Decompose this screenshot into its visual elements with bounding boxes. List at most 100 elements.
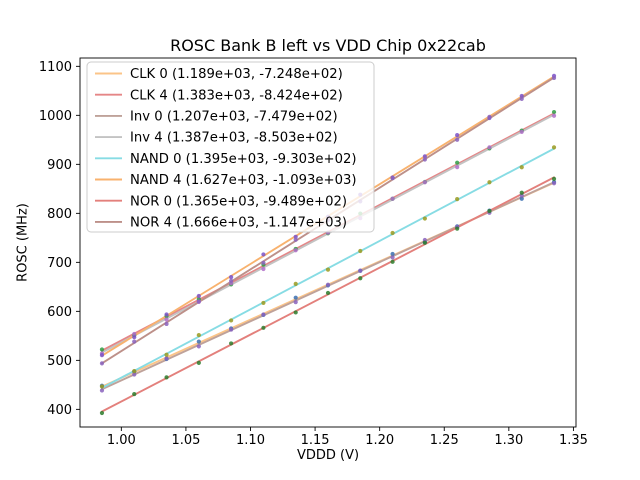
data-point-inv-4 [164,317,169,322]
data-point-nor-4 [164,321,169,327]
data-point-nor-0 [551,176,557,181]
data-point-inv-0 [325,282,331,287]
data-point-nor-0 [164,375,169,380]
data-point-nand-0 [455,197,460,202]
data-point-nor-0 [325,290,331,296]
data-point-nor-4 [229,278,234,283]
legend-label-inv-4: Inv 4 (1.387e+03, -8.503e+02) [130,131,338,146]
data-point-inv-4 [487,145,492,150]
x-axis-label: VDDD (V) [296,448,360,463]
data-point-nor-4 [99,361,105,366]
data-point-nor-0 [519,190,524,195]
data-point-nand-4 [261,252,266,257]
data-point-inv-0 [390,255,395,260]
data-point-inv-0 [164,356,169,361]
data-point-nand-0 [551,145,557,150]
y-tick-label: 1000 [39,109,72,124]
data-point-nand-0 [132,369,137,374]
data-point-nor-0 [229,341,234,346]
data-point-nand-0 [293,281,298,286]
data-point-clk-0 [390,251,395,257]
data-point-nor-4 [196,299,201,304]
data-point-nor-4 [132,339,137,344]
data-point-inv-0 [132,372,137,377]
data-point-clk-0 [519,196,524,201]
data-point-nand-4 [132,335,137,340]
x-tick-label: 1.00 [107,433,136,448]
data-point-nand-4 [196,293,201,299]
data-point-clk-4 [551,109,557,115]
data-point-inv-4 [551,113,557,118]
axes-frame [79,57,577,428]
x-tick-label: 1.15 [301,433,330,448]
data-point-nor-0 [422,240,427,245]
data-point-nor-0 [132,391,137,397]
data-point-nor-0 [358,276,363,281]
data-point-inv-0 [261,312,266,317]
data-point-nor-0 [487,208,492,214]
data-point-nor-0 [99,410,105,416]
data-point-inv-4 [261,266,266,272]
data-point-nand-4 [164,312,169,317]
data-point-nand-0 [196,332,201,338]
y-tick-label: 800 [47,207,72,222]
x-tick-label: 1.10 [236,433,265,448]
data-point-inv-4 [519,129,524,134]
legend-label-inv-0: Inv 0 (1.207e+03, -7.479e+02) [130,110,338,125]
data-point-nor-0 [196,360,201,365]
data-point-nor-4 [293,237,298,242]
data-point-inv-4 [390,196,395,201]
data-point-nand-4 [229,274,234,280]
data-point-inv-0 [551,181,557,186]
data-point-inv-0 [293,300,298,305]
data-point-nor-4 [422,157,427,162]
y-tick-label: 600 [47,305,72,320]
data-point-inv-0 [358,268,363,273]
data-point-inv-4 [293,248,298,253]
data-point-nor-4 [390,176,395,181]
data-point-inv-4 [132,331,137,337]
data-point-nor-4 [519,96,524,102]
data-point-inv-4 [455,165,460,170]
data-point-nor-0 [261,325,266,330]
legend-label-nand-4: NAND 4 (1.627e+03, -1.093e+03) [130,173,357,188]
data-point-nor-4 [455,137,460,142]
chart-title: ROSC Bank B left vs VDD Chip 0x22cab [170,36,486,55]
data-point-nand-4 [422,154,427,159]
data-point-clk-0 [196,339,201,344]
legend-label-nor-4: NOR 4 (1.666e+03, -1.147e+03) [130,216,347,231]
legend-box [86,61,375,233]
data-point-inv-0 [196,344,201,349]
legend-label-clk-4: CLK 4 (1.383e+03, -8.424e+02) [130,88,343,103]
y-tick-label: 900 [47,158,72,173]
data-point-clk-4 [455,160,460,165]
data-point-nor-4 [261,260,266,265]
y-tick-label: 700 [47,256,72,271]
data-point-inv-0 [229,327,234,332]
data-point-nand-0 [261,300,266,306]
legend-label-clk-0: CLK 0 (1.189e+03, -7.248e+02) [130,67,343,82]
legend-label-nand-0: NAND 0 (1.395e+03, -9.303e+02) [130,152,357,167]
data-point-nand-0 [325,267,331,272]
x-tick-label: 1.20 [365,433,394,448]
data-point-nor-4 [487,114,492,119]
legend-label-nor-0: NOR 0 (1.365e+03, -9.489e+02) [130,194,347,209]
y-tick-label: 500 [47,354,72,369]
data-point-nand-4 [455,133,460,138]
data-point-nand-0 [164,352,169,357]
data-point-nand-0 [229,318,234,323]
data-point-nand-4 [293,234,298,239]
x-tick-label: 1.30 [494,433,523,448]
data-point-clk-0 [293,295,298,300]
data-point-clk-4 [99,347,105,352]
data-point-nand-0 [390,230,395,236]
y-tick-label: 1100 [39,60,72,75]
data-point-inv-0 [99,388,105,393]
data-point-nor-0 [455,226,460,231]
data-point-nand-0 [99,384,105,389]
data-point-nor-0 [293,310,298,315]
data-point-nor-0 [390,259,395,264]
data-point-nand-0 [422,216,427,221]
